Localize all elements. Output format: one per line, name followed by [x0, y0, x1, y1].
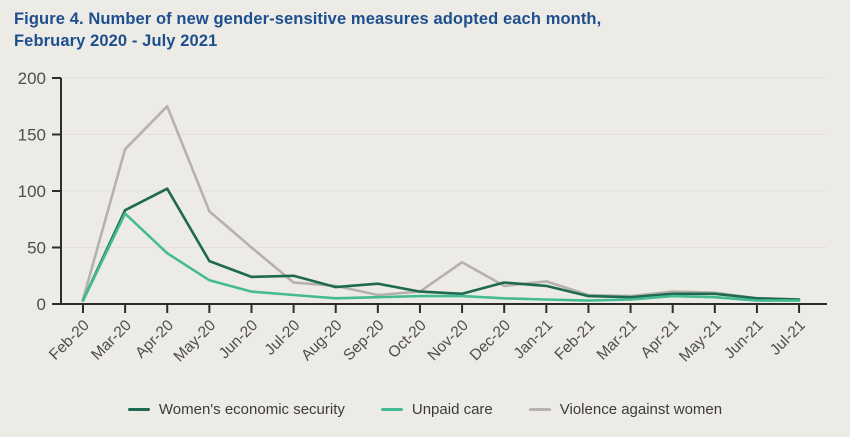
y-axis-label-50: 50: [27, 239, 46, 258]
legend-dash-violence-against-women-icon: [528, 408, 551, 411]
chart-legend: Women's economic security Unpaid care Vi…: [0, 401, 850, 418]
x-axis-label-feb-21: Feb-21: [552, 317, 599, 364]
legend-dash-unpaid-care-icon: [380, 408, 403, 411]
y-axis-label-150: 150: [18, 126, 46, 145]
legend-item-violence-against-women: Violence against women: [528, 401, 723, 418]
x-axis-label-jan-21: Jan-21: [511, 317, 557, 363]
series-line-violence-against-women: [81, 104, 801, 301]
x-axis-label-apr-21: Apr-21: [638, 317, 683, 362]
y-axis-label-200: 200: [18, 69, 46, 88]
x-axis-label-feb-20: Feb-20: [46, 317, 93, 364]
legend-item-unpaid-care: Unpaid care: [380, 401, 493, 418]
legend-label-womens-economic-security: Women's economic security: [158, 401, 345, 418]
x-axis-label-dec-20: Dec-20: [467, 317, 515, 365]
x-axis-label-aug-20: Aug-20: [298, 317, 346, 365]
series-line-unpaid-care: [81, 212, 801, 302]
legend-dash-womens-economic-security-icon: [127, 408, 150, 411]
x-axis-label-jul-21: Jul-21: [767, 317, 809, 359]
line-chart: 050100150200Feb-20Mar-20Apr-20May-20Jun-…: [18, 69, 827, 366]
x-axis-label-mar-21: Mar-21: [594, 317, 641, 364]
x-axis-label-sep-20: Sep-20: [340, 317, 388, 365]
figure-title: Figure 4. Number of new gender-sensitive…: [14, 10, 602, 50]
x-axis-label-apr-20: Apr-20: [132, 317, 177, 362]
x-axis-label-may-20: May-20: [171, 317, 220, 366]
x-axis-label-mar-20: Mar-20: [88, 317, 135, 364]
x-axis-label-may-21: May-21: [676, 317, 725, 366]
series-line-women-s-economic-security: [81, 187, 801, 302]
x-axis-label-nov-20: Nov-20: [425, 317, 473, 365]
x-axis-label-jun-20: Jun-20: [216, 317, 262, 363]
legend-label-unpaid-care: Unpaid care: [411, 401, 493, 418]
y-axis-label-0: 0: [37, 295, 46, 314]
x-axis-label-jun-21: Jun-21: [721, 317, 767, 363]
y-axis-label-100: 100: [18, 182, 46, 201]
legend-label-violence-against-women: Violence against women: [559, 401, 723, 418]
x-axis-label-oct-20: Oct-20: [385, 317, 430, 362]
legend-item-womens-economic-security: Women's economic security: [127, 401, 345, 418]
